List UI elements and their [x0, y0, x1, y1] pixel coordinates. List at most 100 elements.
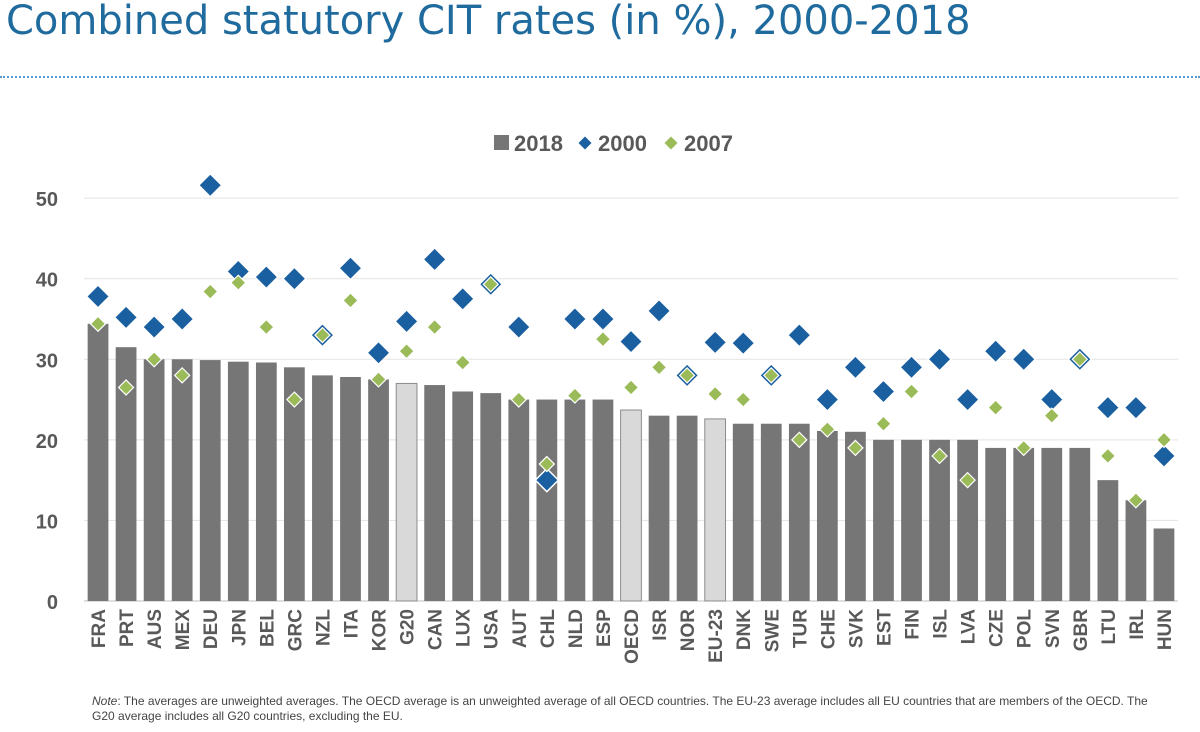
marker-2000-esp	[590, 306, 616, 332]
footnote: Note: The averages are unweighted averag…	[92, 694, 1172, 724]
bar-2018-deu	[199, 360, 221, 601]
page-title: Combined statutory CIT rates (in %), 200…	[6, 0, 971, 44]
bar-2018-esp	[592, 399, 614, 601]
x-tick-label-swe: SWE	[762, 609, 783, 652]
y-tick-label-30: 30	[36, 350, 58, 372]
marker-2000-pol	[1011, 346, 1037, 372]
marker-2000-lux	[450, 286, 476, 312]
x-tick-label-fra: FRA	[89, 609, 110, 648]
marker-2000-fra	[85, 283, 111, 309]
marker-2000-lva	[955, 386, 981, 413]
bar-2018-usa	[480, 393, 502, 601]
bar-2018-prt	[115, 347, 137, 601]
x-tick-label-g20: G20	[398, 609, 419, 645]
marker-2000-can	[422, 246, 448, 272]
marker-2000-tur	[786, 322, 812, 348]
marker-2007-che	[819, 421, 836, 438]
marker-2007-nzl	[314, 326, 331, 344]
marker-2007-ita	[342, 292, 359, 309]
x-tick-label-nor: NOR	[678, 609, 699, 652]
marker-2007-esp	[594, 330, 612, 348]
marker-2007-can	[426, 318, 443, 336]
marker-2007-swe	[762, 367, 780, 384]
marker-2007-svk	[847, 439, 864, 457]
x-tick-label-ita: ITA	[341, 609, 362, 638]
bar-2018-cze	[985, 447, 1007, 601]
marker-2007-eu-23	[706, 385, 724, 403]
bar-2018-nzl	[312, 375, 333, 601]
x-tick-label-nzl: NZL	[313, 609, 334, 646]
marker-2007-deu	[201, 283, 219, 300]
x-tick-label-jpn: JPN	[229, 609, 250, 646]
bar-2018-nld	[564, 399, 586, 601]
bar-2018-isl	[929, 439, 950, 601]
marker-2000-g20	[394, 308, 420, 334]
markers-2007	[89, 274, 1173, 509]
marker-2007-cze	[987, 399, 1005, 416]
bar-2018-jpn	[227, 361, 249, 601]
bar-2018-grc	[284, 367, 305, 601]
x-tick-label-dnk: DNK	[734, 609, 755, 650]
x-tick-label-che: CHE	[818, 609, 839, 649]
marker-2000-est	[870, 378, 897, 405]
x-tick-label-nld: NLD	[566, 609, 587, 648]
bar-2018-lva	[957, 439, 978, 601]
bar-2018-aut	[508, 399, 530, 601]
x-tick-label-svn: SVN	[1043, 609, 1064, 648]
x-tick-label-can: CAN	[426, 609, 447, 650]
marker-2007-bel	[257, 318, 275, 336]
x-tick-label-est: EST	[874, 609, 895, 646]
marker-2007-dnk	[734, 391, 752, 408]
marker-2007-jpn	[229, 274, 247, 292]
x-tick-label-ltu: LTU	[1099, 609, 1120, 645]
legend-swatch-2000	[578, 136, 592, 150]
bar-2018-can	[424, 385, 446, 601]
legend: 2018 2000 2007	[494, 131, 733, 156]
bar-2018-nor	[676, 415, 698, 601]
bar-2018-aus	[143, 359, 165, 601]
marker-2007-hun	[1155, 431, 1173, 449]
bar-2018-che	[816, 430, 838, 601]
bar-2018-fin	[901, 439, 922, 601]
marker-2007-nld	[566, 387, 584, 404]
marker-2000-oecd	[618, 328, 644, 355]
marker-2007-oecd	[622, 379, 640, 396]
marker-2000-grc	[281, 266, 307, 292]
bar-2018-pol	[1013, 447, 1035, 601]
marker-2007-isl	[931, 447, 948, 465]
x-tick-label-mex: MEX	[173, 609, 194, 651]
bar-2018-swe	[760, 423, 782, 601]
marker-2007-g20	[398, 342, 415, 360]
x-tick-label-gbr: GBR	[1071, 609, 1092, 652]
x-tick-label-lva: LVA	[959, 609, 980, 644]
marker-2007-lva	[959, 471, 976, 489]
x-tick-label-prt: PRT	[117, 609, 138, 647]
x-tick-label-grc: GRC	[285, 609, 306, 652]
marker-2000-eu-23	[702, 329, 728, 355]
x-tick-label-eu-23: EU-23	[706, 609, 727, 663]
marker-2000-isl	[927, 346, 953, 372]
marker-2007-kor	[370, 371, 387, 388]
marker-2000-irl	[1123, 395, 1149, 421]
y-tick-label-40: 40	[36, 270, 58, 292]
marker-2007-pol	[1015, 439, 1033, 457]
bar-2018-tur	[788, 423, 810, 601]
marker-2000-che	[814, 386, 840, 413]
legend-swatch-2018	[494, 135, 509, 150]
y-tick-label-50: 50	[36, 189, 58, 211]
legend-swatch-2007	[664, 136, 678, 150]
x-tick-label-chl: CHL	[538, 609, 559, 648]
bar-2018-svk	[845, 431, 866, 601]
x-tick-label-hun: HUN	[1155, 609, 1176, 650]
x-tick-label-irl: IRL	[1127, 609, 1148, 640]
markers-2000	[85, 172, 1177, 493]
marker-2000-svk	[842, 354, 868, 380]
legend-label-2000: 2000	[598, 131, 647, 156]
bar-2018-mex	[171, 359, 193, 601]
marker-2000-aus	[141, 314, 167, 340]
marker-2007-mex	[173, 367, 191, 384]
marker-2007-chl	[538, 455, 556, 473]
marker-2000-nld	[562, 306, 588, 332]
marker-2000-ltu	[1095, 395, 1121, 421]
marker-2000-deu	[197, 172, 223, 198]
